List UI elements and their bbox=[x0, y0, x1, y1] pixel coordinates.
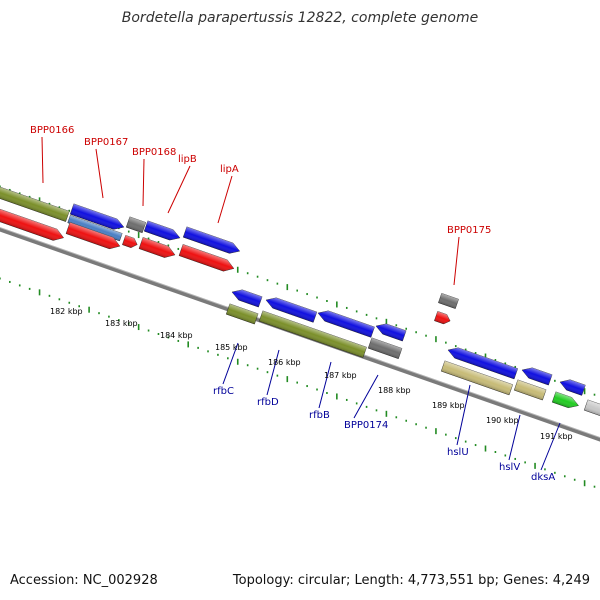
tick-label: 184 kbp bbox=[160, 331, 193, 340]
gene-BPP0167-steel bbox=[67, 214, 123, 242]
gene-red-4 bbox=[138, 237, 176, 258]
gene-label-bottom: hslU bbox=[447, 447, 469, 458]
gene-shade bbox=[0, 206, 64, 241]
leader-line bbox=[222, 342, 239, 385]
gene-shade bbox=[266, 297, 317, 323]
gene-red-5 bbox=[178, 244, 235, 272]
leader-line bbox=[142, 158, 145, 207]
gene-dksA bbox=[551, 391, 579, 409]
gene-shade bbox=[584, 399, 600, 418]
gene-shade bbox=[226, 303, 259, 325]
gene-shade bbox=[179, 244, 234, 272]
tick-label: 186 kbp bbox=[268, 358, 301, 367]
gene-label-top: BPP0168 bbox=[132, 147, 176, 158]
leader-line bbox=[453, 236, 460, 286]
gene-lipA bbox=[182, 226, 241, 254]
gene-label-bottom: rfbD bbox=[257, 397, 279, 408]
tick-label: 182 kbp bbox=[50, 307, 83, 316]
gene-label-top: BPP0175 bbox=[447, 225, 491, 236]
leader-line bbox=[95, 148, 104, 199]
gene-shade bbox=[368, 337, 403, 359]
gene-red-3 bbox=[122, 235, 138, 248]
gene-shade bbox=[232, 289, 263, 308]
accession: Accession: NC_002928 bbox=[10, 573, 158, 588]
gene-blue-b4 bbox=[375, 323, 407, 342]
gene-label-top: lipB bbox=[178, 154, 197, 165]
gene-hslV-blue bbox=[521, 367, 553, 386]
gene-red-1 bbox=[0, 206, 64, 241]
tick-label: 190 kbp bbox=[486, 416, 519, 425]
gene-red-2 bbox=[65, 222, 121, 250]
gene-BPP0175 bbox=[438, 293, 459, 309]
genome-summary: Topology: circular; Length: 4,773,551 bp… bbox=[232, 573, 590, 588]
map-title: Bordetella parapertussis 12822, complete… bbox=[121, 10, 479, 26]
gene-BPP0167-blue bbox=[69, 203, 125, 230]
leader-line bbox=[353, 374, 379, 419]
gene-shade bbox=[448, 347, 518, 379]
gene-label-top: BPP0167 bbox=[84, 137, 128, 148]
leader-line bbox=[41, 136, 44, 184]
gene-shade bbox=[70, 203, 124, 230]
gene-shade bbox=[560, 379, 586, 396]
gene-shade bbox=[183, 226, 240, 254]
gene-BPP0168 bbox=[125, 216, 147, 234]
leader-line bbox=[266, 349, 280, 396]
gene-hslU bbox=[440, 360, 514, 396]
gene-BPP0174 bbox=[367, 337, 403, 360]
gene-shade bbox=[144, 220, 180, 241]
gene-blue-b1 bbox=[231, 289, 263, 308]
gene-shade bbox=[126, 216, 146, 233]
gene-blue-b2 bbox=[265, 297, 318, 323]
gene-shade bbox=[514, 379, 547, 401]
gene-shade bbox=[441, 360, 513, 395]
tick-label: 187 kbp bbox=[324, 371, 357, 380]
gene-shade bbox=[139, 237, 175, 258]
leader-line bbox=[508, 414, 521, 461]
gene-label-bottom: BPP0174 bbox=[344, 420, 388, 431]
leader-line bbox=[456, 384, 471, 446]
gene-shade bbox=[376, 323, 407, 342]
gene-shade bbox=[552, 391, 579, 408]
gene-rfbC bbox=[225, 303, 259, 325]
gene-shade bbox=[434, 311, 451, 324]
leader-line bbox=[217, 175, 233, 224]
tick-label: 183 kbp bbox=[105, 319, 138, 328]
gene-shade bbox=[259, 310, 367, 358]
gene-rfbD-rfbB bbox=[258, 310, 367, 358]
gene-shade bbox=[438, 293, 459, 309]
gene-shade bbox=[66, 222, 120, 249]
gene-gray-end bbox=[583, 399, 600, 418]
leader-line bbox=[540, 422, 561, 471]
gene-label-bottom: dksA bbox=[531, 472, 555, 483]
gene-red-6 bbox=[434, 311, 451, 325]
gene-label-bottom: hslV bbox=[499, 462, 520, 473]
gene-BPP0166 bbox=[0, 184, 70, 222]
leader-line bbox=[318, 361, 332, 409]
gene-label-bottom: rfbB bbox=[309, 410, 330, 421]
gene-shade bbox=[0, 184, 70, 222]
gene-shade bbox=[318, 310, 375, 338]
gene-label-top: lipA bbox=[220, 164, 239, 175]
gene-shade bbox=[67, 215, 123, 241]
tick-label: 185 kbp bbox=[215, 343, 248, 352]
gene-label-bottom: rfbC bbox=[213, 386, 234, 397]
gene-label-top: BPP0166 bbox=[30, 125, 74, 136]
tick-label: 189 kbp bbox=[432, 401, 465, 410]
tick-label: 191 kbp bbox=[540, 432, 573, 441]
gene-lipB bbox=[143, 220, 181, 241]
gene-shade bbox=[122, 235, 138, 248]
leader-line bbox=[167, 165, 191, 214]
tick-rail-bottom bbox=[0, 277, 596, 488]
gene-hslU-blue bbox=[447, 347, 519, 380]
gene-blue-b5 bbox=[559, 379, 586, 396]
gene-shade bbox=[522, 367, 553, 386]
gene-hslV bbox=[513, 379, 547, 401]
tick-label: 188 kbp bbox=[378, 386, 411, 395]
gene-blue-b3 bbox=[317, 310, 375, 338]
